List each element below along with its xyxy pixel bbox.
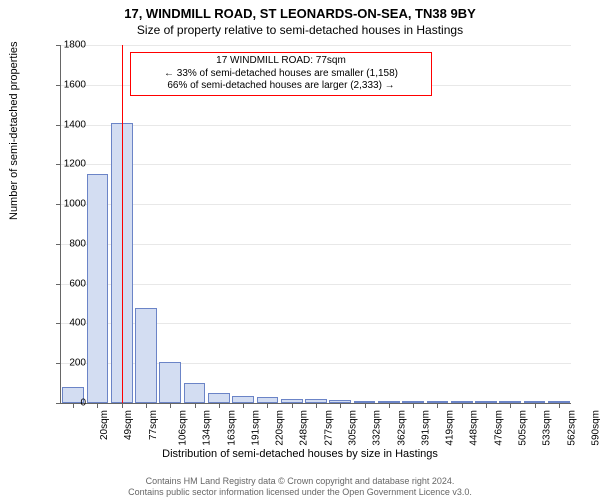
xtick-label: 134sqm bbox=[202, 410, 213, 446]
xtick-mark bbox=[267, 403, 268, 408]
ytick-label: 800 bbox=[56, 238, 86, 249]
xtick-label: 533sqm bbox=[542, 410, 553, 446]
xtick-label: 49sqm bbox=[123, 410, 134, 440]
xtick-mark bbox=[146, 403, 147, 408]
gridline bbox=[61, 125, 571, 126]
xtick-mark bbox=[437, 403, 438, 408]
ytick-label: 1600 bbox=[56, 79, 86, 90]
xtick-label: 20sqm bbox=[99, 410, 110, 440]
xtick-mark bbox=[389, 403, 390, 408]
annotation-line: ← 33% of semi-detached houses are smalle… bbox=[137, 68, 425, 81]
xtick-mark bbox=[97, 403, 98, 408]
xtick-mark bbox=[340, 403, 341, 408]
chart-title-main: 17, WINDMILL ROAD, ST LEONARDS-ON-SEA, T… bbox=[0, 0, 600, 21]
bar bbox=[208, 393, 230, 403]
gridline bbox=[61, 164, 571, 165]
xtick-mark bbox=[510, 403, 511, 408]
bar bbox=[135, 308, 157, 403]
xtick-mark bbox=[462, 403, 463, 408]
xtick-label: 248sqm bbox=[299, 410, 310, 446]
xtick-label: 332sqm bbox=[372, 410, 383, 446]
footer-attribution: Contains HM Land Registry data © Crown c… bbox=[0, 476, 600, 498]
footer-line: Contains public sector information licen… bbox=[0, 487, 600, 498]
ytick-label: 400 bbox=[56, 318, 86, 329]
ytick-label: 600 bbox=[56, 278, 86, 289]
ytick-label: 1800 bbox=[56, 40, 86, 51]
xtick-mark bbox=[170, 403, 171, 408]
y-axis-label: Number of semi-detached properties bbox=[8, 41, 20, 220]
bar bbox=[87, 174, 109, 403]
footer-line: Contains HM Land Registry data © Crown c… bbox=[0, 476, 600, 487]
xtick-mark bbox=[219, 403, 220, 408]
bar bbox=[232, 396, 254, 403]
xtick-label: 106sqm bbox=[178, 410, 189, 446]
xtick-label: 277sqm bbox=[323, 410, 334, 446]
xtick-label: 505sqm bbox=[518, 410, 529, 446]
gridline bbox=[61, 284, 571, 285]
gridline bbox=[61, 204, 571, 205]
xtick-mark bbox=[365, 403, 366, 408]
xtick-label: 163sqm bbox=[226, 410, 237, 446]
chart-title-sub: Size of property relative to semi-detach… bbox=[0, 21, 600, 37]
xtick-label: 419sqm bbox=[445, 410, 456, 446]
annotation-box: 17 WINDMILL ROAD: 77sqm ← 33% of semi-de… bbox=[130, 52, 432, 96]
gridline bbox=[61, 244, 571, 245]
xtick-mark bbox=[486, 403, 487, 408]
xtick-label: 391sqm bbox=[420, 410, 431, 446]
bar bbox=[159, 362, 181, 403]
highlight-marker-line bbox=[122, 45, 123, 403]
chart-container: 17, WINDMILL ROAD, ST LEONARDS-ON-SEA, T… bbox=[0, 0, 600, 500]
xtick-label: 191sqm bbox=[250, 410, 261, 446]
xtick-label: 220sqm bbox=[275, 410, 286, 446]
ytick-label: 1400 bbox=[56, 119, 86, 130]
xtick-label: 590sqm bbox=[590, 410, 600, 446]
annotation-line: 66% of semi-detached houses are larger (… bbox=[137, 80, 425, 93]
plot-area bbox=[60, 45, 571, 404]
xtick-label: 448sqm bbox=[469, 410, 480, 446]
xtick-mark bbox=[292, 403, 293, 408]
xtick-mark bbox=[122, 403, 123, 408]
xtick-mark bbox=[535, 403, 536, 408]
bar bbox=[184, 383, 206, 403]
xtick-mark bbox=[243, 403, 244, 408]
xtick-label: 362sqm bbox=[396, 410, 407, 446]
xtick-mark bbox=[413, 403, 414, 408]
ytick-label: 1000 bbox=[56, 199, 86, 210]
x-axis-label: Distribution of semi-detached houses by … bbox=[0, 448, 600, 460]
xtick-label: 562sqm bbox=[566, 410, 577, 446]
xtick-label: 77sqm bbox=[148, 410, 159, 440]
xtick-label: 476sqm bbox=[493, 410, 504, 446]
xtick-mark bbox=[195, 403, 196, 408]
xtick-label: 305sqm bbox=[348, 410, 359, 446]
xtick-mark bbox=[316, 403, 317, 408]
gridline bbox=[61, 45, 571, 46]
ytick-label: 0 bbox=[56, 398, 86, 409]
annotation-line: 17 WINDMILL ROAD: 77sqm bbox=[137, 55, 425, 68]
xtick-mark bbox=[559, 403, 560, 408]
ytick-label: 200 bbox=[56, 358, 86, 369]
ytick-label: 1200 bbox=[56, 159, 86, 170]
